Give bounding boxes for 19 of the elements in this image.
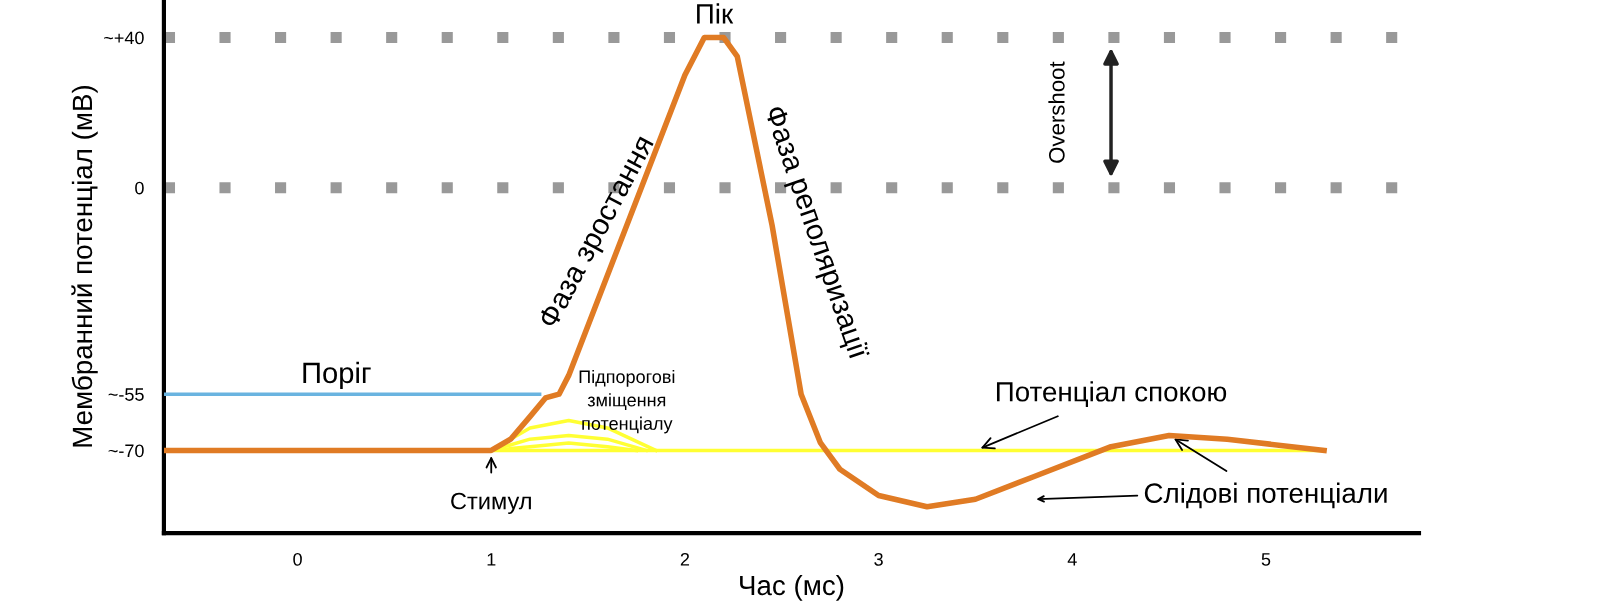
x-tick-label: 4 [1067, 553, 1077, 566]
annotation: Слідові потенціали [1144, 482, 1387, 509]
x-tick-label: 3 [874, 552, 883, 566]
annotation: Overshoot [1048, 61, 1065, 163]
y-tick-label: ~-55 [108, 388, 144, 401]
x-tick-label: 0 [293, 552, 302, 566]
y-tick-label: 0 [135, 181, 144, 195]
x-tick-label: 1 [487, 553, 496, 566]
annotation: Стимул [451, 492, 531, 515]
x-tick-label: 2 [680, 552, 690, 566]
annotation: Поріг [303, 361, 371, 389]
y-tick-label: ~-70 [108, 444, 144, 458]
annotation: Потенціал спокою [996, 381, 1227, 407]
annotation: Пік [697, 3, 734, 24]
x-tick-label: 5 [1261, 553, 1271, 566]
x-axis-title: Час (мс) [740, 574, 844, 601]
y-tick-label: ~+40 [104, 31, 144, 45]
y-axis-title: Мембранний потенціал (мВ) [71, 85, 98, 447]
annotation: Підпорогові зміщення потенціалу [579, 369, 675, 434]
